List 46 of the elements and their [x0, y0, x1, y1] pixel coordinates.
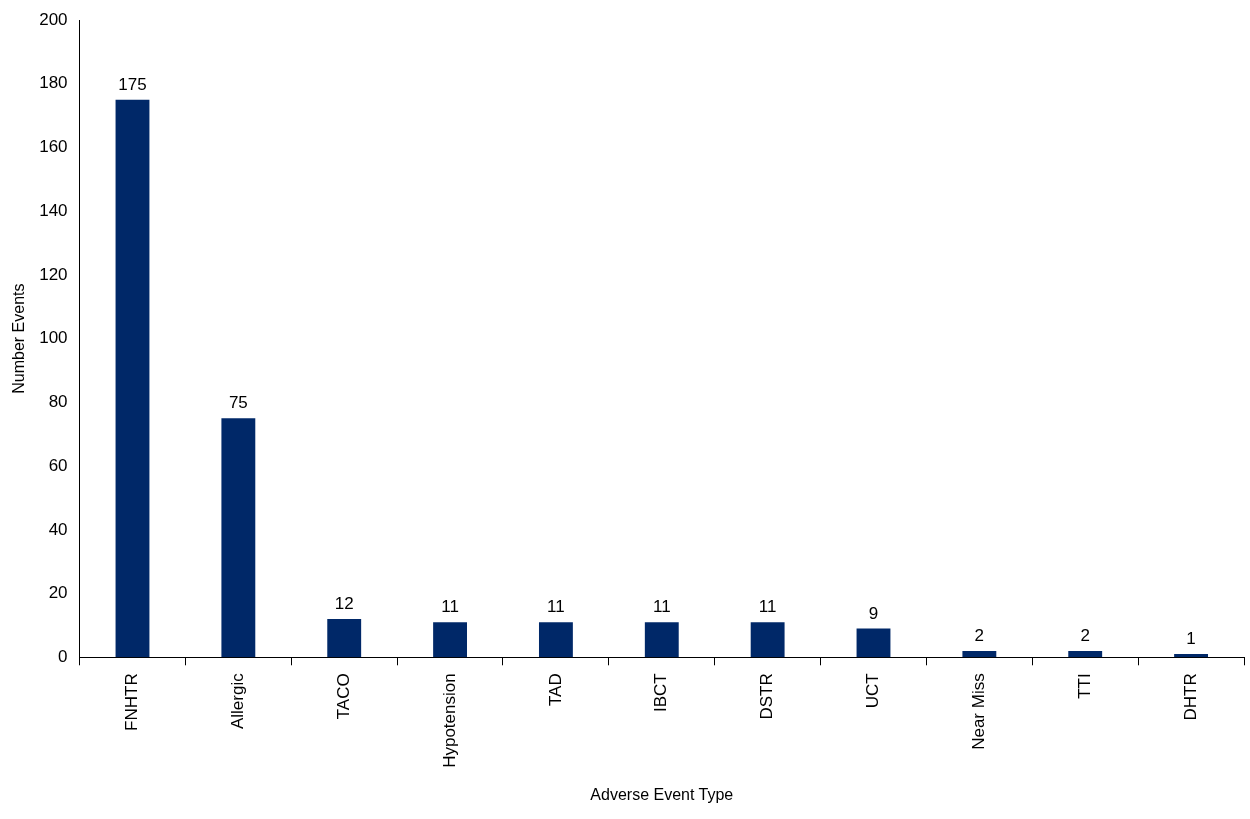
y-tick-label: 20: [48, 583, 68, 603]
x-tick-label: UCT: [863, 673, 883, 709]
x-axis-title: Adverse Event Type: [590, 785, 734, 803]
data-label: 75: [228, 393, 248, 413]
data-label: 175: [118, 74, 147, 94]
x-tick-label: TAD: [545, 673, 565, 707]
y-tick-label: 160: [39, 137, 68, 157]
x-tick-label: TTI: [1074, 673, 1094, 699]
bar: [1068, 650, 1103, 658]
y-tick-label: 180: [39, 73, 68, 93]
y-tick-label: 60: [48, 455, 68, 475]
data-label: 1: [1186, 629, 1196, 649]
y-tick-label: 80: [48, 392, 68, 412]
data-label: 11: [652, 597, 671, 617]
bar: [1174, 654, 1209, 658]
x-tick-label: DHTR: [1180, 673, 1200, 721]
y-tick-label: 100: [39, 328, 68, 348]
bar: [962, 650, 997, 658]
x-tick-label: Allergic: [228, 672, 248, 730]
data-label: 9: [868, 603, 879, 623]
bar: [644, 622, 679, 658]
data-label: 12: [334, 594, 354, 614]
data-label: 2: [1080, 626, 1090, 646]
x-tick-label: TACO: [333, 673, 353, 720]
data-label: 2: [974, 626, 985, 646]
bar: [115, 99, 150, 658]
y-tick-label: 0: [58, 646, 68, 666]
x-tick-label: FNHTR: [122, 673, 142, 731]
y-tick-label: 120: [39, 264, 68, 284]
x-tick-label: Near Miss: [969, 673, 989, 750]
y-tick-label: 40: [48, 519, 68, 539]
data-label: 11: [441, 597, 459, 617]
x-tick-label: DSTR: [757, 673, 777, 720]
bar: [538, 622, 573, 658]
data-label: 11: [758, 597, 777, 617]
bar: [750, 622, 785, 658]
bar: [327, 619, 362, 658]
y-tick-label: 140: [39, 200, 68, 220]
bar: [221, 418, 256, 658]
x-tick-label: Hypotension: [439, 673, 459, 768]
data-label: 11: [547, 597, 565, 617]
y-axis-title: Number Events: [10, 283, 28, 394]
bar: [856, 628, 891, 658]
y-tick-label: 200: [39, 9, 68, 29]
bar: [433, 622, 467, 658]
x-tick-label: IBCT: [651, 673, 671, 713]
